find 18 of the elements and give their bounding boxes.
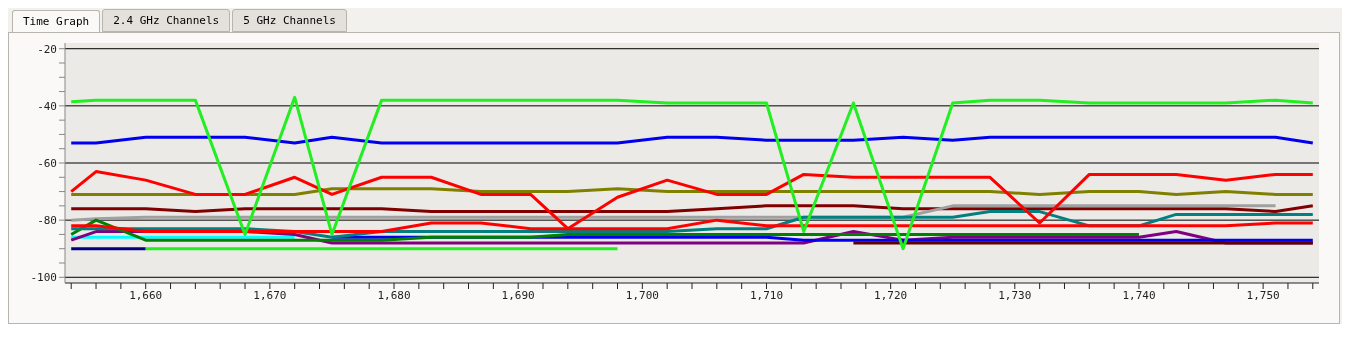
x-tick-label: 1,720	[874, 288, 908, 302]
x-tick-label: 1,660	[129, 288, 163, 302]
y-tick-label: -80	[37, 214, 57, 228]
x-tick-label: 1,680	[377, 288, 411, 302]
x-tick-label: 1,670	[253, 288, 287, 302]
x-tick-label: 1,700	[625, 288, 659, 302]
text: 5 GHz Channels	[232, 9, 347, 32]
text: Time Graph	[12, 10, 101, 32]
y-tick-label: -40	[37, 99, 57, 113]
x-tick-label: 1,710	[749, 288, 784, 302]
x-tick-label: 1,730	[998, 288, 1032, 302]
y-tick-label: -20	[37, 42, 57, 56]
x-tick-label: 1,690	[501, 288, 535, 302]
x-tick-label: 1,740	[1122, 288, 1156, 302]
x-tick-label: 1,750	[1246, 288, 1280, 302]
y-tick-label: -60	[37, 156, 57, 170]
y-tick-label: -100	[30, 271, 57, 285]
text: 2.4 GHz Channels	[102, 9, 231, 32]
